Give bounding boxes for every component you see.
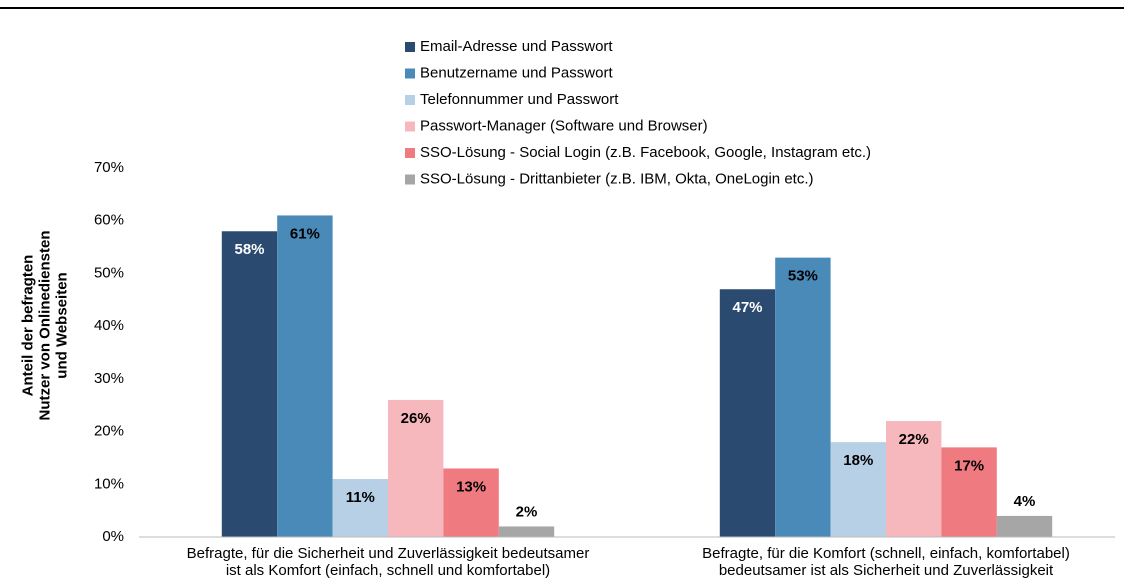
legend-swatch [405, 95, 415, 105]
bar [886, 421, 942, 537]
bar [498, 526, 555, 537]
legend-label: Benutzername und Passwort [420, 64, 613, 81]
bar [775, 257, 831, 537]
data-label: 13% [456, 478, 486, 495]
data-label: 4% [1014, 493, 1036, 510]
data-label: 26% [401, 410, 431, 427]
y-tick-label: 30% [94, 370, 124, 387]
y-tick-label: 60% [94, 212, 124, 229]
y-tick-label: 10% [94, 475, 124, 492]
legend-swatch [405, 174, 415, 185]
data-label: 53% [788, 268, 818, 285]
y-tick-label: 0% [102, 528, 124, 545]
y-tick-label: 70% [94, 159, 124, 176]
legend-label: Passwort-Manager (Software und Browser) [420, 117, 708, 134]
x-tick-label: Befragte, für die Komfort (schnell, einf… [702, 545, 1070, 579]
bar [830, 442, 886, 537]
legend-label: SSO-Lösung - Drittanbieter (z.B. IBM, Ok… [420, 170, 814, 187]
y-tick-label: 50% [94, 264, 124, 281]
bar [941, 447, 997, 537]
x-tick-label: Befragte, für die Sicherheit und Zuverlä… [186, 545, 590, 579]
y-tick-label: 20% [94, 423, 124, 440]
legend-label: Email-Adresse und Passwort [420, 38, 613, 55]
y-axis-label: Anteil der befragten Nutzer von Onlinedi… [19, 230, 71, 421]
bar [221, 231, 278, 537]
data-label: 61% [290, 225, 320, 242]
data-label: 2% [516, 503, 538, 520]
legend-swatch [405, 42, 415, 52]
y-tick-label: 40% [94, 317, 124, 334]
bar [388, 399, 444, 537]
legend-label: Telefonnummer und Passwort [420, 91, 619, 108]
bar [719, 289, 776, 537]
legend-swatch [405, 148, 415, 158]
data-label: 17% [954, 457, 984, 474]
data-label: 47% [732, 299, 762, 316]
data-label: 22% [899, 431, 929, 448]
bar [443, 468, 499, 537]
bar [996, 515, 1053, 537]
data-label: 58% [234, 241, 264, 258]
bar [332, 479, 388, 537]
legend-label: SSO-Lösung - Social Login (z.B. Facebook… [420, 144, 871, 161]
data-label: 11% [346, 489, 375, 506]
legend-swatch [405, 121, 415, 132]
bar [277, 215, 333, 537]
data-label: 18% [843, 452, 873, 469]
legend-swatch [405, 68, 415, 79]
